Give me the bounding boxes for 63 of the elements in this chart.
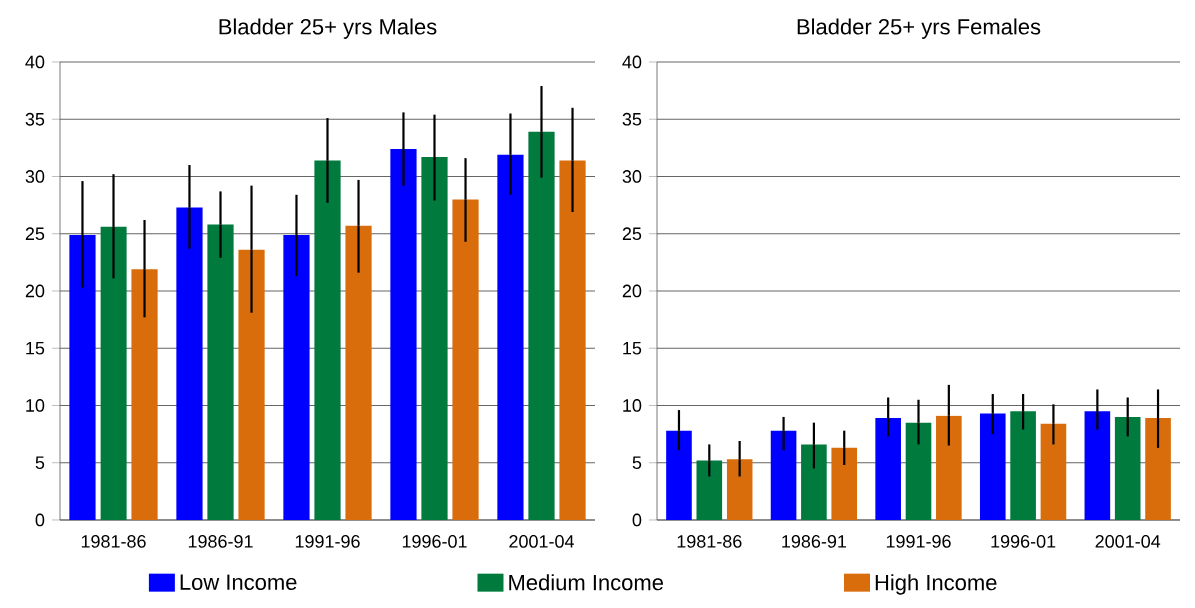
bar — [801, 444, 827, 520]
x-tick-label: 2001-04 — [1095, 535, 1161, 548]
x-tick-label: 2001-04 — [509, 535, 574, 548]
bar — [726, 459, 753, 520]
x-tick-label: 1986-91 — [188, 535, 253, 548]
bar — [69, 234, 96, 520]
y-tick-label: 35 — [622, 112, 642, 126]
bar — [875, 418, 901, 520]
bar — [390, 149, 417, 520]
bar — [1040, 423, 1067, 520]
bar — [131, 269, 158, 520]
bar — [283, 234, 310, 520]
bar — [345, 225, 372, 520]
y-tick-label: 35 — [25, 112, 45, 126]
x-tick-label: 1991-96 — [886, 535, 951, 548]
y-tick-label: 15 — [26, 341, 45, 355]
bar — [666, 430, 692, 520]
y-tick-label: 40 — [25, 55, 45, 69]
bar — [1114, 416, 1141, 520]
legend-label: Low Income — [180, 574, 297, 590]
bar — [1084, 411, 1111, 520]
y-tick-label: 30 — [622, 170, 642, 183]
y-tick-label: 30 — [25, 170, 45, 183]
bar — [207, 224, 234, 520]
y-tick-label: 5 — [35, 456, 45, 470]
bar — [1145, 418, 1171, 520]
y-tick-label: 5 — [632, 456, 642, 470]
y-tick-label: 20 — [622, 284, 642, 298]
legend-label: High Income — [875, 574, 997, 595]
y-tick-label: 20 — [25, 284, 45, 298]
bar — [528, 131, 555, 520]
y-tick-label: 0 — [632, 513, 642, 527]
x-tick-label: 1981-86 — [81, 535, 146, 548]
bar — [831, 447, 858, 520]
y-tick-label: 10 — [623, 399, 642, 412]
y-tick-label: 40 — [622, 55, 642, 69]
chart-title: Bladder 25+ yrs Males — [219, 18, 437, 39]
x-tick-label: 1981-86 — [677, 535, 742, 548]
bar — [1010, 411, 1036, 520]
bar — [314, 160, 341, 520]
x-tick-label: 1996-01 — [402, 535, 467, 548]
chart-title: Bladder 25+ yrs Females — [797, 18, 1041, 39]
x-tick-label: 1991-96 — [295, 535, 360, 548]
bar — [421, 157, 448, 520]
bar — [559, 160, 586, 520]
bar — [936, 415, 962, 520]
bar — [452, 199, 479, 520]
x-tick-label: 1986-91 — [782, 535, 847, 548]
x-tick-label: 1996-01 — [991, 535, 1056, 548]
bar — [176, 207, 203, 520]
y-tick-label: 10 — [26, 399, 45, 412]
bar — [238, 249, 265, 520]
y-tick-label: 0 — [35, 513, 45, 527]
bar — [497, 154, 524, 520]
bar — [100, 226, 127, 520]
y-tick-label: 15 — [623, 341, 642, 355]
y-tick-label: 25 — [25, 227, 45, 241]
bar — [770, 430, 797, 520]
bar — [905, 422, 932, 520]
bar — [979, 413, 1006, 520]
legend-label: Medium Income — [509, 574, 663, 591]
y-tick-label: 25 — [622, 227, 642, 241]
bar — [696, 460, 723, 520]
